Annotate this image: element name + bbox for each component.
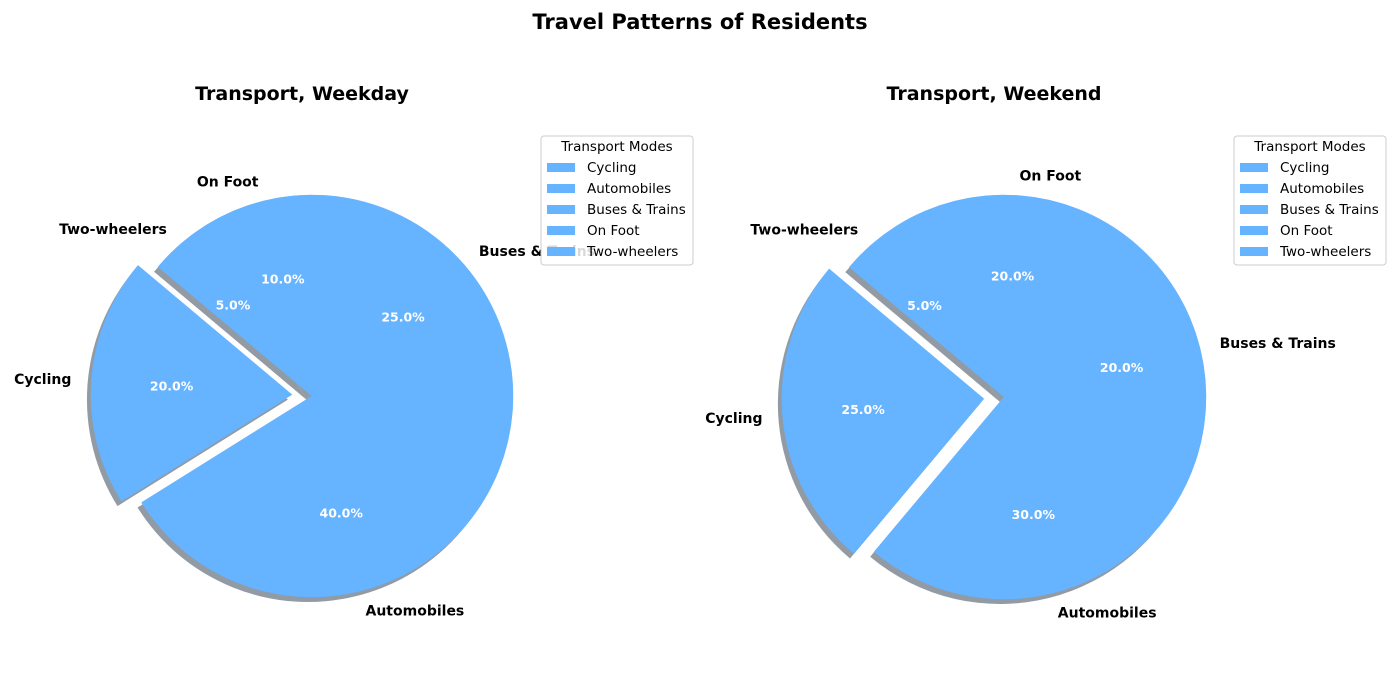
value-label-automobiles: 40.0% <box>320 506 364 521</box>
legend-swatch-cycling <box>547 163 575 172</box>
legend-title: Transport Modes <box>560 139 672 155</box>
pie-slice-buses-and-trains <box>1003 241 1207 473</box>
pie-chart-weekday: Transport, Weekday Cycling Automobiles Bus… <box>14 83 694 620</box>
legend-box <box>1233 135 1387 266</box>
legend-swatch-two-wheelers <box>1240 247 1268 256</box>
pie-slice-buses-and-trains <box>311 195 514 411</box>
legend-swatch-on-foot <box>1240 226 1268 235</box>
figure-title: Travel Patterns of Residents <box>532 10 867 34</box>
category-label-automobiles: Automobiles <box>1058 606 1157 622</box>
pie-slice-cycling <box>781 268 985 554</box>
legend-label-buses-and-trains: Buses & Trains <box>587 202 686 218</box>
legend-label-cycling: Cycling <box>1280 160 1329 176</box>
legend-label-on-foot: On Foot <box>587 223 640 239</box>
chart-title: Transport, Weekend <box>886 83 1101 105</box>
value-label-buses-and-trains: 25.0% <box>381 309 425 324</box>
legend-swatch-cycling <box>1240 163 1268 172</box>
pie-slice-automobiles <box>873 396 1192 600</box>
pie-slice-on-foot <box>205 194 327 397</box>
pie-slice-two-wheelers <box>157 225 313 397</box>
legend-swatch-automobiles <box>547 184 575 193</box>
legend-label-automobiles: Automobiles <box>587 181 671 197</box>
pie-slice-cycling <box>90 265 293 502</box>
legend-label-on-foot: On Foot <box>1280 223 1333 239</box>
legend-swatch-buses-and-trains <box>1240 205 1268 214</box>
legend: Transport Modes Cycling Automobiles Buses … <box>540 135 694 266</box>
value-label-cycling: 25.0% <box>841 402 885 417</box>
category-label-cycling: Cycling <box>14 372 71 388</box>
category-label-two-wheelers: Two-wheelers <box>750 222 858 238</box>
pie-chart-weekend: Transport, Weekend Cycling Automobiles Bus… <box>705 83 1387 622</box>
value-label-cycling: 20.0% <box>150 379 194 394</box>
pie-slice-automobiles <box>141 395 513 598</box>
legend-label-buses-and-trains: Buses & Trains <box>1280 202 1379 218</box>
legend-swatch-two-wheelers <box>547 247 575 256</box>
legend: Transport Modes Cycling Automobiles Buses … <box>1233 135 1387 266</box>
legend-label-automobiles: Automobiles <box>1280 181 1364 197</box>
legend-label-two-wheelers: Two-wheelers <box>586 244 678 260</box>
pie-slice-two-wheelers <box>848 225 1005 398</box>
category-label-two-wheelers: Two-wheelers <box>59 222 167 238</box>
legend-title: Transport Modes <box>1253 139 1365 155</box>
legend-swatch-automobiles <box>1240 184 1268 193</box>
value-label-on-foot: 10.0% <box>261 272 305 287</box>
value-label-buses-and-trains: 20.0% <box>1100 360 1144 375</box>
value-label-on-foot: 20.0% <box>991 269 1035 284</box>
category-label-buses-and-trains: Buses & Trains <box>1220 336 1336 352</box>
legend-swatch-buses-and-trains <box>547 205 575 214</box>
value-label-automobiles: 30.0% <box>1012 507 1056 522</box>
chart-title: Transport, Weekday <box>195 83 409 105</box>
legend-label-two-wheelers: Two-wheelers <box>1279 244 1371 260</box>
legend-swatch-on-foot <box>547 226 575 235</box>
category-label-on-foot: On Foot <box>1020 168 1082 184</box>
value-label-two-wheelers: 5.0% <box>216 298 251 313</box>
category-label-on-foot: On Foot <box>197 175 259 191</box>
pie-slice-on-foot <box>896 194 1135 398</box>
legend-box <box>540 135 694 266</box>
value-label-two-wheelers: 5.0% <box>907 298 942 313</box>
category-label-automobiles: Automobiles <box>366 604 465 620</box>
legend-label-cycling: Cycling <box>587 160 636 176</box>
category-label-cycling: Cycling <box>705 411 762 427</box>
